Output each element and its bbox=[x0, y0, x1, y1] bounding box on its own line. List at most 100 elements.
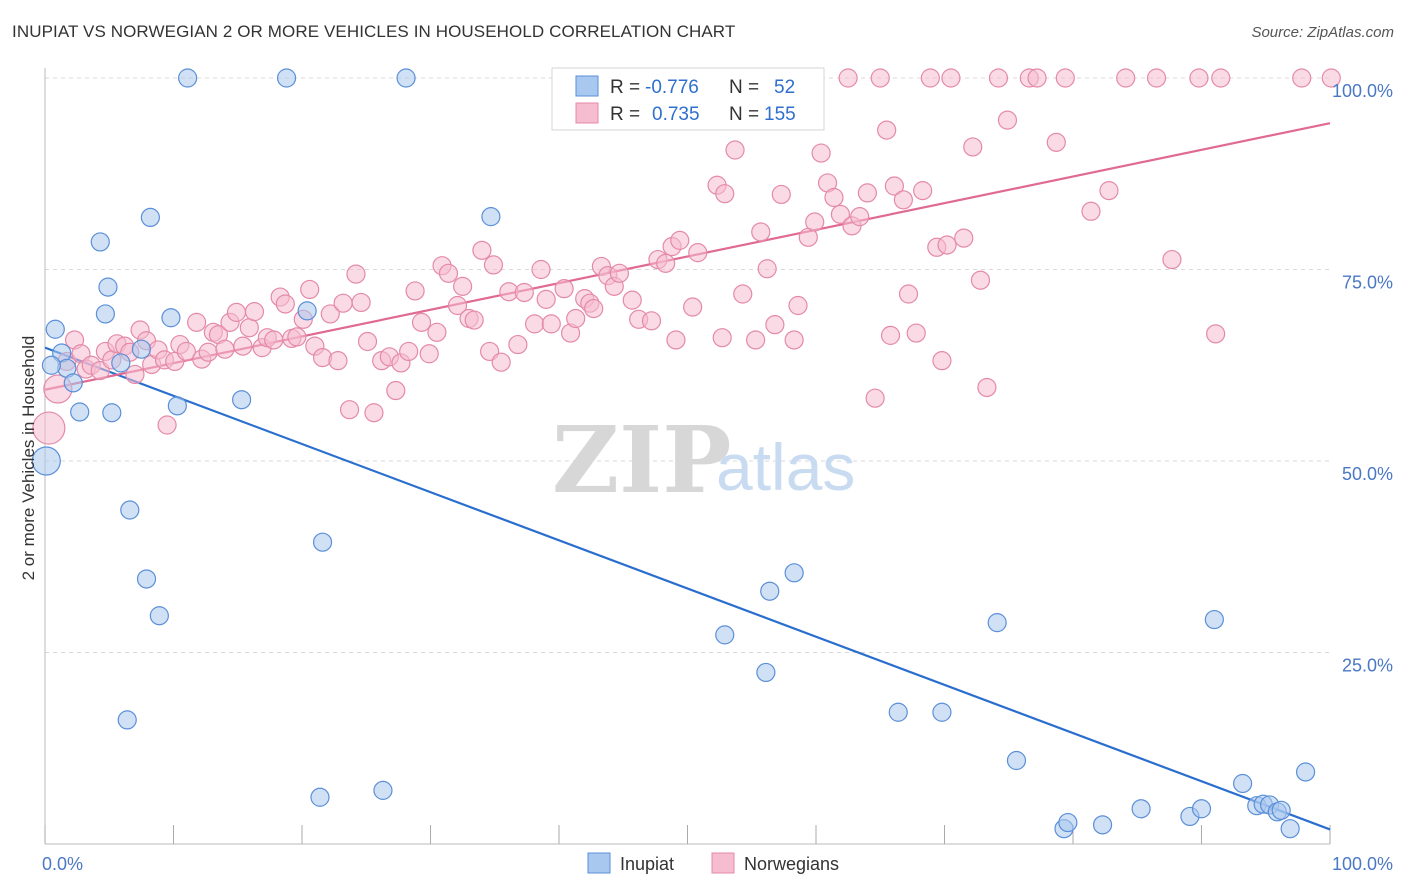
inupiat-point-7 bbox=[95, 304, 115, 324]
inupiat-point-51 bbox=[41, 355, 62, 375]
norwegians-point-136 bbox=[963, 137, 983, 157]
inupiat-point-32 bbox=[888, 702, 908, 722]
inupiat-point-0 bbox=[31, 446, 61, 476]
source-label: Source: ZipAtlas.com bbox=[1251, 24, 1394, 41]
inupiat-point-10 bbox=[111, 353, 131, 373]
inupiat-point-31 bbox=[784, 563, 804, 583]
norwegians-point-148 bbox=[1146, 68, 1167, 88]
norwegians-point-147 bbox=[1116, 68, 1136, 88]
norwegians-points bbox=[32, 68, 1341, 445]
norwegians-point-108 bbox=[771, 184, 791, 205]
norwegians-point-71 bbox=[491, 352, 511, 372]
inupiat-point-8 bbox=[98, 277, 118, 297]
norwegians-point-63 bbox=[438, 263, 459, 283]
norwegians-point-67 bbox=[464, 310, 484, 330]
norwegians-point-51 bbox=[357, 331, 378, 352]
inupiat-point-39 bbox=[1131, 799, 1151, 819]
norwegians-point-152 bbox=[1211, 68, 1231, 88]
inupiat-point-6 bbox=[90, 232, 110, 252]
inupiat-point-43 bbox=[1233, 773, 1253, 794]
norwegians-point-96 bbox=[670, 230, 690, 250]
chart-title: INUPIAT VS NORWEGIAN 2 OR MORE VEHICLES … bbox=[12, 22, 736, 41]
norwegians-point-103 bbox=[733, 284, 753, 304]
inupiat-point-41 bbox=[1191, 799, 1212, 819]
inupiat-point-34 bbox=[987, 613, 1007, 633]
norwegians-point-142 bbox=[1027, 68, 1047, 88]
norwegians-point-45 bbox=[320, 304, 340, 324]
bottom-legend-swatch-norwegians bbox=[711, 852, 735, 874]
norwegians-point-44 bbox=[312, 347, 333, 368]
watermark: ZIP atlas bbox=[552, 406, 855, 514]
norwegians-point-91 bbox=[641, 311, 662, 331]
norwegians-point-81 bbox=[566, 308, 586, 329]
x-tick-labels: 0.0% 100.0% bbox=[42, 854, 1393, 874]
norwegians-point-134 bbox=[941, 68, 961, 88]
inupiat-point-23 bbox=[310, 787, 330, 807]
bottom-legend-swatch-inupiat bbox=[587, 852, 611, 874]
norwegians-point-130 bbox=[920, 68, 940, 88]
norwegians-point-61 bbox=[427, 322, 447, 342]
inupiat-point-17 bbox=[161, 308, 181, 328]
x-tick-label-0: 0.0% bbox=[42, 854, 83, 874]
norwegians-point-40 bbox=[287, 327, 307, 347]
norwegians-point-60 bbox=[419, 344, 439, 364]
norwegians-point-13 bbox=[125, 364, 145, 385]
norwegians-point-49 bbox=[346, 264, 366, 284]
norwegians-point-70 bbox=[483, 255, 504, 275]
inupiat-point-42 bbox=[1204, 609, 1224, 630]
norwegians-point-149 bbox=[1162, 249, 1182, 270]
norwegians-point-125 bbox=[884, 176, 904, 196]
inupiat-point-27 bbox=[481, 207, 501, 227]
inupiat-point-9 bbox=[102, 403, 122, 423]
inupiat-trend-line bbox=[44, 346, 1331, 831]
norwegians-point-93 bbox=[656, 253, 676, 273]
inupiat-point-5 bbox=[70, 402, 90, 422]
norwegians-point-0 bbox=[32, 411, 66, 445]
norwegians-point-95 bbox=[666, 330, 686, 350]
norwegians-point-25 bbox=[198, 342, 218, 362]
norwegians-point-74 bbox=[514, 282, 534, 303]
y-axis-label: 2 or more Vehicles in Household bbox=[19, 336, 38, 581]
inupiat-point-25 bbox=[373, 780, 393, 800]
legend-swatch-inupiat bbox=[575, 75, 599, 97]
norwegians-point-50 bbox=[351, 292, 371, 313]
norwegians-point-32 bbox=[239, 318, 259, 338]
x-tick-label-1: 100.0% bbox=[1332, 854, 1393, 874]
inupiat-point-14 bbox=[136, 569, 157, 589]
norwegians-point-153 bbox=[1321, 68, 1341, 88]
inupiat-point-38 bbox=[1092, 815, 1113, 835]
legend-r-label-2: R = bbox=[610, 104, 640, 125]
norwegians-point-140 bbox=[997, 110, 1018, 130]
inupiat-point-4 bbox=[63, 373, 83, 393]
norwegians-point-105 bbox=[751, 222, 771, 242]
norwegians-point-113 bbox=[811, 143, 831, 163]
inupiat-point-29 bbox=[756, 662, 776, 683]
norwegians-point-102 bbox=[725, 140, 745, 160]
y-tick-label-1: 75.0% bbox=[1342, 273, 1393, 293]
norwegians-point-58 bbox=[405, 281, 425, 301]
y-tick-label-0: 100.0% bbox=[1332, 81, 1393, 101]
norwegians-point-31 bbox=[233, 336, 253, 356]
norwegians-point-79 bbox=[554, 279, 574, 299]
norwegians-point-121 bbox=[865, 388, 885, 408]
legend-r-label-1: R = bbox=[610, 77, 640, 98]
inupiat-point-30 bbox=[760, 581, 780, 601]
norwegians-point-150 bbox=[1189, 68, 1209, 88]
norwegians-point-143 bbox=[1046, 132, 1066, 152]
norwegians-point-68 bbox=[472, 240, 492, 260]
y-tick-label-3: 25.0% bbox=[1342, 656, 1393, 676]
norwegians-point-122 bbox=[870, 68, 890, 88]
bottom-legend-norwegians: Norwegians bbox=[744, 854, 839, 874]
norwegians-point-107 bbox=[765, 315, 785, 335]
norwegians-point-65 bbox=[453, 276, 473, 296]
legend-r-value-2: 0.735 bbox=[652, 104, 700, 125]
norwegians-point-151 bbox=[1206, 324, 1226, 344]
norwegians-point-97 bbox=[683, 297, 703, 317]
norwegians-point-48 bbox=[339, 400, 360, 420]
legend: R = -0.776 N = 52 R = 0.735 N = 155 bbox=[551, 67, 825, 131]
inupiat-point-13 bbox=[131, 339, 151, 359]
norwegians-point-47 bbox=[333, 293, 353, 313]
inupiat-point-24 bbox=[312, 532, 333, 552]
norwegians-point-128 bbox=[906, 323, 926, 343]
